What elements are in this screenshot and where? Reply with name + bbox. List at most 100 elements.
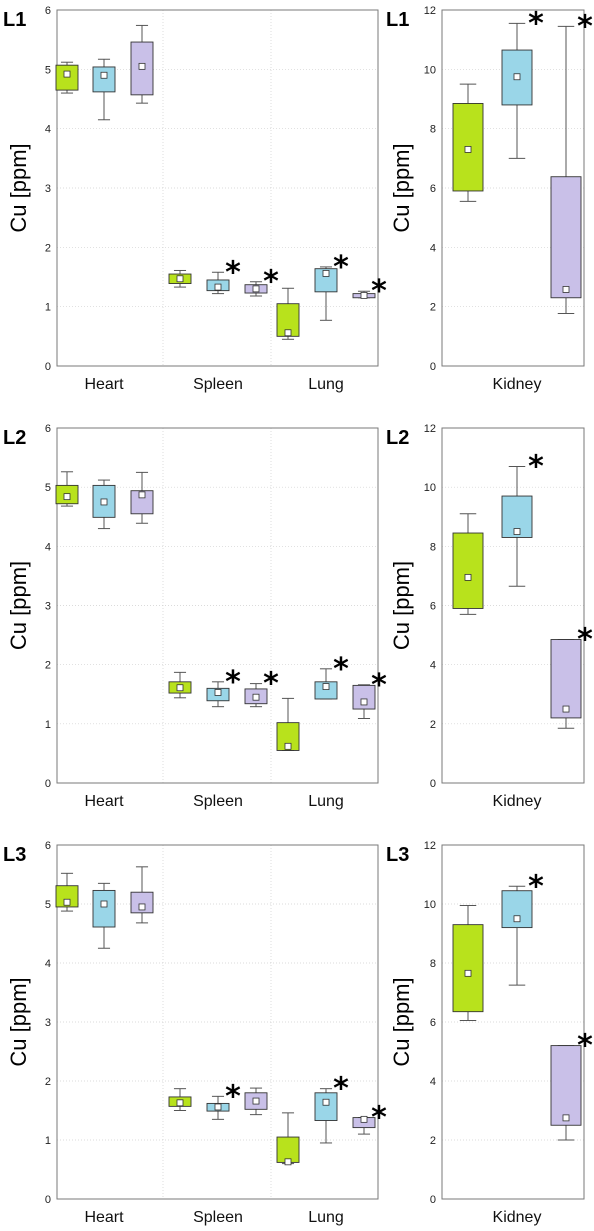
panel-label: L2 <box>3 427 26 449</box>
mean-marker <box>138 491 146 499</box>
y-tick-label: 2 <box>45 242 51 254</box>
y-tick-label: 6 <box>430 601 436 613</box>
box-kidney-group-2: * <box>501 449 544 587</box>
chart-panel-6: 0 2 4 6 8 10 12 * * Kidney Cu [ppm] L3 <box>386 840 593 1226</box>
mean-marker <box>284 329 292 337</box>
significance-star: * <box>528 6 544 41</box>
significance-star: * <box>225 665 241 700</box>
mean-marker <box>360 1115 368 1123</box>
box-heart-group-1 <box>55 471 79 507</box>
mean-marker <box>360 291 368 299</box>
plot-frame <box>56 9 379 367</box>
mean-marker <box>464 146 472 153</box>
mean-marker <box>63 493 71 501</box>
mean-marker <box>513 915 521 923</box>
box-rect <box>550 639 582 719</box>
mean-marker <box>252 1097 260 1105</box>
y-tick-label: 3 <box>45 183 51 195</box>
mean-marker <box>360 698 368 706</box>
box-kidney-group-3: * <box>550 1029 593 1141</box>
y-tick-label: 5 <box>45 482 51 494</box>
y-tick-label: 10 <box>424 482 436 494</box>
mean-marker <box>513 528 521 535</box>
plot-frame <box>441 9 585 367</box>
box-lung-group-2: * <box>314 652 349 700</box>
category-label: Heart <box>84 793 124 810</box>
mean-marker <box>284 1158 292 1166</box>
mean-marker <box>562 1114 570 1122</box>
plot-frame <box>56 427 379 784</box>
box-heart-group-2 <box>92 479 116 530</box>
mean-marker <box>176 275 184 283</box>
box-rect <box>92 66 116 93</box>
y-axis-label: Cu [ppm] <box>389 561 414 650</box>
y-tick-label: 8 <box>430 541 436 553</box>
y-tick-label: 1 <box>45 1135 51 1147</box>
box-heart-group-2 <box>92 882 116 949</box>
box-spleen-group-2: * <box>206 255 241 295</box>
category-label: Kidney <box>493 376 542 393</box>
y-tick-label: 6 <box>45 840 51 852</box>
mean-marker <box>100 900 108 908</box>
category-label: Kidney <box>493 793 542 810</box>
box-spleen-group-2: * <box>206 1079 241 1120</box>
significance-star: * <box>225 255 241 290</box>
y-tick-label: 2 <box>430 719 436 731</box>
box-spleen-group-1 <box>168 1088 192 1111</box>
mean-marker <box>252 285 260 293</box>
y-axis-label: Cu [ppm] <box>389 143 414 232</box>
box-spleen-group-2: * <box>206 665 241 708</box>
box-lung-group-3: * <box>352 1101 387 1136</box>
box-lung-group-2: * <box>314 1072 349 1144</box>
significance-star: * <box>528 449 544 484</box>
box-rect <box>550 176 582 299</box>
category-label: Spleen <box>193 1209 243 1226</box>
box-spleen-group-3 <box>244 1087 268 1116</box>
plot-frame <box>56 844 379 1200</box>
y-tick-label: 5 <box>45 899 51 911</box>
box-kidney-group-1 <box>452 904 484 1022</box>
y-tick-label: 4 <box>430 660 436 672</box>
mean-marker <box>322 683 330 690</box>
category-label: Spleen <box>193 376 243 393</box>
mean-marker <box>322 1098 330 1106</box>
box-rect <box>130 490 154 515</box>
mean-marker <box>100 71 108 79</box>
box-lung-group-2: * <box>314 250 349 321</box>
y-tick-label: 12 <box>424 423 436 435</box>
y-tick-label: 12 <box>424 5 436 17</box>
y-tick-label: 0 <box>430 1194 436 1206</box>
significance-star: * <box>333 652 349 687</box>
box-kidney-group-1 <box>452 83 484 202</box>
y-tick-label: 3 <box>45 601 51 613</box>
box-kidney-group-2: * <box>501 869 544 986</box>
significance-star: * <box>371 668 387 703</box>
significance-star: * <box>371 274 387 309</box>
y-tick-label: 10 <box>424 899 436 911</box>
box-lung-group-1 <box>276 287 300 340</box>
mean-marker <box>214 689 222 696</box>
y-tick-label: 2 <box>430 1135 436 1147</box>
box-heart-group-3 <box>130 471 154 524</box>
category-label: Spleen <box>193 793 243 810</box>
y-tick-label: 0 <box>45 778 51 790</box>
box-lung-group-3: * <box>352 274 387 309</box>
panel-label: L1 <box>3 9 26 31</box>
box-rect <box>276 303 300 337</box>
y-tick-label: 10 <box>424 64 436 76</box>
y-tick-label: 4 <box>45 124 51 136</box>
y-tick-label: 1 <box>45 719 51 731</box>
box-heart-group-1 <box>55 872 79 912</box>
y-tick-label: 6 <box>430 1017 436 1029</box>
y-tick-label: 3 <box>45 1017 51 1029</box>
category-label: Kidney <box>493 1209 542 1226</box>
box-spleen-group-3: * <box>244 265 279 300</box>
y-tick-label: 6 <box>430 183 436 195</box>
panel-label: L3 <box>3 844 26 866</box>
y-tick-label: 5 <box>45 64 51 76</box>
panel-label: L3 <box>386 844 409 866</box>
y-axis-label: Cu [ppm] <box>6 977 31 1066</box>
box-rect <box>314 1092 338 1121</box>
y-tick-label: 12 <box>424 840 436 852</box>
box-kidney-group-2: * <box>501 6 544 159</box>
